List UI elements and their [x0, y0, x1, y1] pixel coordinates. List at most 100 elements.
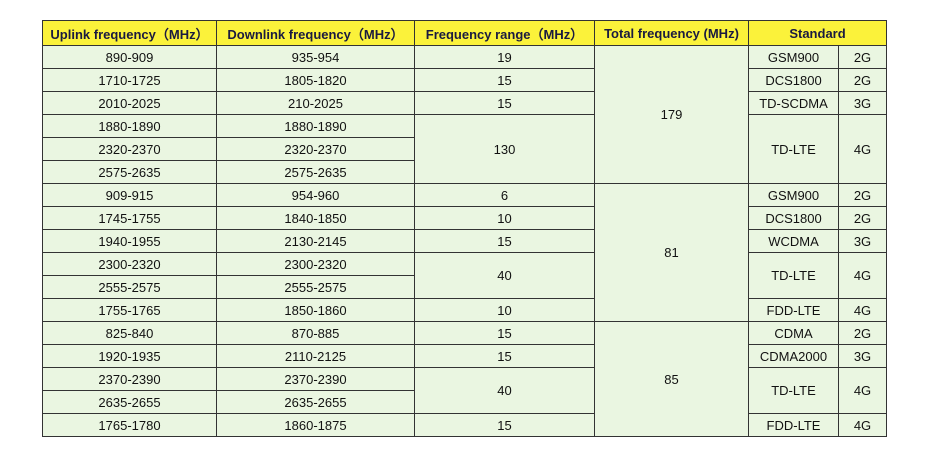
table-row: 890-909 935-954 19 179 GSM900 2G	[42, 45, 887, 184]
table-cell: FDD-LTE	[748, 413, 839, 437]
table-cell: 954-960	[216, 183, 415, 207]
table-cell: 1710-1725	[42, 68, 217, 92]
table-cell: 2370-2390	[42, 367, 217, 391]
table-cell: 2320-2370	[42, 137, 217, 161]
table-cell: TD-SCDMA	[748, 91, 839, 115]
table-cell: 19	[414, 45, 595, 69]
table-cell: 4G	[838, 114, 887, 184]
table-cell: 2555-2575	[216, 275, 415, 299]
table-cell: WCDMA	[748, 229, 839, 253]
table-cell: 15	[414, 229, 595, 253]
table-cell: 4G	[838, 298, 887, 322]
table-cell: 2370-2390	[216, 367, 415, 391]
table-cell: 909-915	[42, 183, 217, 207]
table-cell: 4G	[838, 367, 887, 414]
table-cell: 2575-2635	[42, 160, 217, 184]
table-cell: 890-909	[42, 45, 217, 69]
table-cell: 15	[414, 413, 595, 437]
frequency-table: Uplink frequency（MHz） Downlink frequency（…	[42, 20, 887, 437]
table-cell: 40	[414, 367, 595, 414]
table-header: Uplink frequency（MHz） Downlink frequency（…	[42, 20, 887, 46]
table-body: 890-909 935-954 19 179 GSM900 2G 1710-1725 1805…	[42, 45, 887, 437]
table-cell: 2G	[838, 206, 887, 230]
header-row: Uplink frequency（MHz） Downlink frequency（…	[42, 20, 887, 46]
table-cell: 15	[414, 91, 595, 115]
table-cell: 15	[414, 344, 595, 368]
table-cell: 85	[594, 321, 749, 437]
table-cell: 15	[414, 68, 595, 92]
table-cell: 1755-1765	[42, 298, 217, 322]
table-cell: 10	[414, 206, 595, 230]
table-cell: 1940-1955	[42, 229, 217, 253]
table-cell: 2300-2320	[216, 252, 415, 276]
table-cell: 6	[414, 183, 595, 207]
header-cell: Uplink frequency（MHz）	[42, 20, 217, 46]
table-cell: 179	[594, 45, 749, 184]
table-cell: 4G	[838, 252, 887, 299]
table-cell: DCS1800	[748, 68, 839, 92]
table-row: 2370-2390 2370-2390 40 TD-LTE 4G	[42, 367, 887, 414]
table-cell: 4G	[838, 413, 887, 437]
table-cell: 2G	[838, 183, 887, 207]
table-cell: 3G	[838, 91, 887, 115]
table-row: 1765-1780 1860-1875 15 FDD-LTE 4G	[42, 413, 887, 437]
table-cell: 1805-1820	[216, 68, 415, 92]
table-cell: 2110-2125	[216, 344, 415, 368]
table-cell: 870-885	[216, 321, 415, 345]
table-cell: 130	[414, 114, 595, 184]
table-cell: 15	[414, 321, 595, 345]
table-cell: 1745-1755	[42, 206, 217, 230]
table-cell: 1880-1890	[42, 114, 217, 138]
table-cell: 2575-2635	[216, 160, 415, 184]
table-cell: 935-954	[216, 45, 415, 69]
table-cell: 2555-2575	[42, 275, 217, 299]
table-cell: 40	[414, 252, 595, 299]
table-cell: 81	[594, 183, 749, 322]
table-row: 1745-1755 1840-1850 10 DCS1800 2G	[42, 206, 887, 230]
header-cell: Frequency range（MHz）	[414, 20, 595, 46]
table-cell: 3G	[838, 344, 887, 368]
table-row: 1710-1725 1805-1820 15 DCS1800 2G	[42, 68, 887, 92]
table-cell: 825-840	[42, 321, 217, 345]
table-cell: TD-LTE	[748, 367, 839, 414]
table-cell: 1850-1860	[216, 298, 415, 322]
table-cell: CDMA2000	[748, 344, 839, 368]
table-cell: 210-2025	[216, 91, 415, 115]
table-cell: FDD-LTE	[748, 298, 839, 322]
table-cell: 2G	[838, 321, 887, 345]
table-cell: 2635-2655	[216, 390, 415, 414]
table-cell: 10	[414, 298, 595, 322]
table-cell: 2635-2655	[42, 390, 217, 414]
table-cell: 2300-2320	[42, 252, 217, 276]
table-row: 2300-2320 2300-2320 40 TD-LTE 4G	[42, 252, 887, 299]
table-cell: 2G	[838, 45, 887, 69]
table-row: 2010-2025 210-2025 15 TD-SCDMA 3G	[42, 91, 887, 115]
table-row: 825-840 870-885 15 85 CDMA 2G	[42, 321, 887, 437]
table-row: 909-915 954-960 6 81 GSM900 2G	[42, 183, 887, 322]
table-cell: GSM900	[748, 45, 839, 69]
table-cell: DCS1800	[748, 206, 839, 230]
table-row: 2635-2655 2635-2655	[42, 390, 887, 414]
table-row: 2575-2635 2575-2635	[42, 160, 887, 184]
table-cell: 1880-1890	[216, 114, 415, 138]
table-cell: 2130-2145	[216, 229, 415, 253]
table-cell: 1920-1935	[42, 344, 217, 368]
table-cell: 2G	[838, 68, 887, 92]
header-cell: Standard	[748, 20, 887, 46]
table-cell: 3G	[838, 229, 887, 253]
header-cell: Total frequency (MHz)	[594, 20, 749, 46]
table-cell: TD-LTE	[748, 114, 839, 184]
table-row: 1755-1765 1850-1860 10 FDD-LTE 4G	[42, 298, 887, 322]
table-row: 1880-1890 1880-1890 130 TD-LTE 4G	[42, 114, 887, 184]
table-cell: 2010-2025	[42, 91, 217, 115]
table-cell: 1840-1850	[216, 206, 415, 230]
table-row: 1940-1955 2130-2145 15 WCDMA 3G	[42, 229, 887, 253]
table-cell: 1860-1875	[216, 413, 415, 437]
header-cell: Downlink frequency（MHz）	[216, 20, 415, 46]
table-cell: GSM900	[748, 183, 839, 207]
table-row: 1920-1935 2110-2125 15 CDMA2000 3G	[42, 344, 887, 368]
table-cell: CDMA	[748, 321, 839, 345]
table-cell: 1765-1780	[42, 413, 217, 437]
table-cell: TD-LTE	[748, 252, 839, 299]
